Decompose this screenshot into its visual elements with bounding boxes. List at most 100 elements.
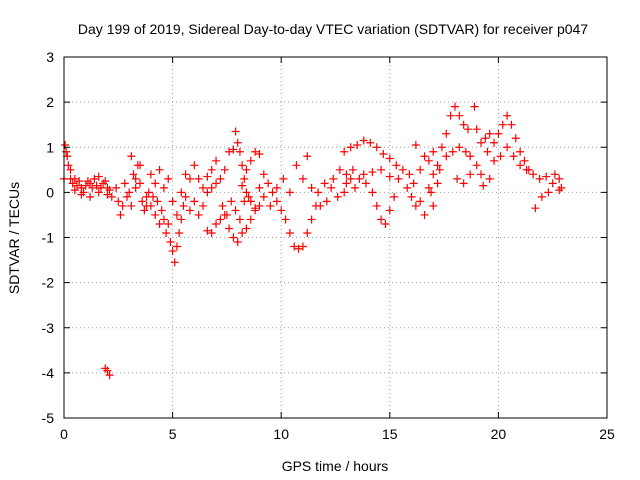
data-point bbox=[168, 197, 177, 206]
data-point bbox=[407, 192, 416, 201]
data-point bbox=[450, 102, 459, 111]
data-point bbox=[494, 129, 503, 138]
data-point bbox=[285, 188, 294, 197]
y-tick-label: 2 bbox=[46, 94, 54, 110]
data-point bbox=[335, 165, 344, 174]
data-point bbox=[516, 161, 525, 170]
data-point bbox=[225, 147, 234, 156]
y-tick-label: 3 bbox=[46, 49, 54, 65]
data-point bbox=[63, 152, 72, 161]
data-point bbox=[411, 140, 420, 149]
data-point bbox=[314, 188, 323, 197]
data-point bbox=[411, 201, 420, 210]
data-point bbox=[107, 192, 116, 201]
data-point bbox=[285, 228, 294, 237]
data-point bbox=[459, 179, 468, 188]
data-point bbox=[298, 174, 307, 183]
data-point bbox=[231, 206, 240, 215]
data-point bbox=[86, 179, 95, 188]
data-point bbox=[164, 174, 173, 183]
data-point bbox=[62, 147, 71, 156]
data-point bbox=[122, 192, 131, 201]
data-point bbox=[144, 188, 153, 197]
data-point bbox=[359, 170, 368, 179]
data-point bbox=[455, 143, 464, 152]
data-point bbox=[142, 201, 151, 210]
data-point bbox=[420, 152, 429, 161]
data-point bbox=[379, 150, 388, 159]
y-tick-label: 1 bbox=[46, 139, 54, 155]
data-point bbox=[368, 168, 377, 177]
data-point bbox=[246, 156, 255, 165]
data-point bbox=[177, 188, 186, 197]
data-point bbox=[507, 120, 516, 129]
data-point bbox=[146, 170, 155, 179]
data-point bbox=[429, 170, 438, 179]
data-point bbox=[255, 150, 264, 159]
data-point bbox=[138, 197, 147, 206]
data-point bbox=[185, 206, 194, 215]
data-point bbox=[351, 183, 360, 192]
data-point bbox=[190, 197, 199, 206]
data-point bbox=[199, 201, 208, 210]
data-point bbox=[127, 201, 136, 210]
x-axis-label: GPS time / hours bbox=[282, 458, 389, 474]
data-point bbox=[259, 192, 268, 201]
data-point bbox=[342, 179, 351, 188]
data-point bbox=[255, 201, 264, 210]
data-point bbox=[348, 165, 357, 174]
data-point bbox=[207, 165, 216, 174]
data-point bbox=[190, 161, 199, 170]
data-point bbox=[159, 215, 168, 224]
data-point bbox=[164, 219, 173, 228]
data-point bbox=[194, 174, 203, 183]
data-point bbox=[116, 210, 125, 219]
data-point bbox=[403, 183, 412, 192]
y-tick-label: 0 bbox=[46, 184, 54, 200]
data-point bbox=[368, 188, 377, 197]
data-point bbox=[222, 210, 231, 219]
data-point bbox=[420, 210, 429, 219]
data-point bbox=[212, 219, 221, 228]
data-point bbox=[307, 183, 316, 192]
data-point bbox=[372, 143, 381, 152]
data-point bbox=[131, 174, 140, 183]
data-point bbox=[385, 172, 394, 181]
data-point bbox=[181, 192, 190, 201]
data-point bbox=[259, 170, 268, 179]
chart-title: Day 199 of 2019, Sidereal Day-to-day VTE… bbox=[78, 21, 588, 37]
y-tick-label: -5 bbox=[42, 410, 55, 426]
data-point bbox=[455, 111, 464, 120]
y-tick-label: -1 bbox=[42, 230, 55, 246]
data-point bbox=[281, 215, 290, 224]
data-point bbox=[522, 165, 531, 174]
data-point bbox=[68, 179, 77, 188]
data-point bbox=[290, 242, 299, 251]
data-point bbox=[136, 161, 145, 170]
data-point bbox=[372, 201, 381, 210]
data-point bbox=[509, 152, 518, 161]
data-point bbox=[303, 228, 312, 237]
data-point bbox=[136, 179, 145, 188]
data-point bbox=[229, 145, 238, 154]
x-tick-label: 10 bbox=[273, 426, 289, 442]
data-point bbox=[238, 161, 247, 170]
data-point bbox=[466, 152, 475, 161]
data-point bbox=[242, 188, 251, 197]
data-point bbox=[472, 161, 481, 170]
data-point bbox=[277, 206, 286, 215]
data-point bbox=[105, 186, 114, 195]
data-point bbox=[235, 215, 244, 224]
data-point bbox=[175, 228, 184, 237]
data-point bbox=[448, 147, 457, 156]
data-point bbox=[327, 183, 336, 192]
data-point bbox=[94, 188, 103, 197]
data-point bbox=[461, 147, 470, 156]
data-point bbox=[199, 183, 208, 192]
data-point bbox=[242, 165, 251, 174]
data-point bbox=[377, 215, 386, 224]
data-point bbox=[112, 183, 121, 192]
data-point bbox=[235, 147, 244, 156]
data-point bbox=[355, 174, 364, 183]
data-point bbox=[433, 179, 442, 188]
